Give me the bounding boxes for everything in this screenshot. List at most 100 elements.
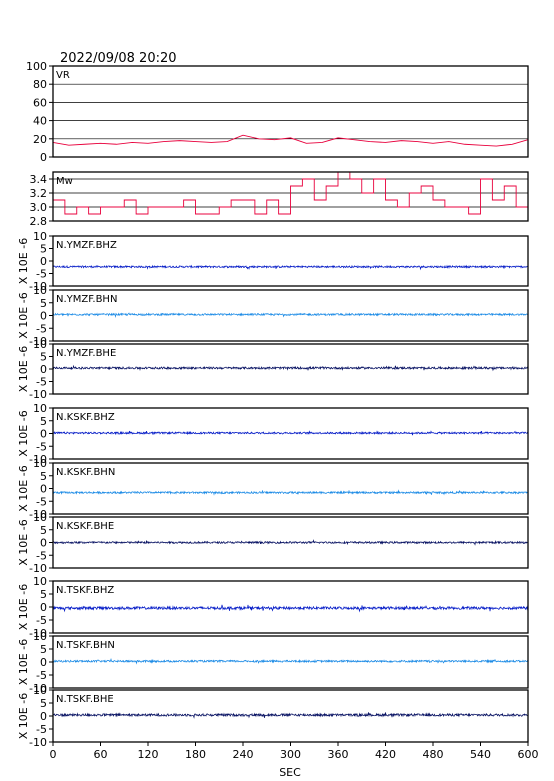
y-tick-label: 100 (26, 60, 47, 73)
y-tick-label: 5 (40, 297, 47, 310)
y-tick-label: 0 (40, 255, 47, 268)
y-tick-label: 10 (33, 230, 47, 243)
panel-label: N.KSKF.BHZ (56, 412, 115, 423)
y-axis-label: X 10E -6 (17, 292, 30, 338)
y-tick-label: 5 (40, 351, 47, 364)
y-axis-label: X 10E -6 (17, 519, 30, 565)
x-axis-label: SEC (279, 766, 301, 779)
y-tick-label: 2.8 (30, 215, 48, 228)
panel-vr: 0 20 40 60 80 100 VR (26, 60, 529, 164)
y-tick-label: 40 (33, 115, 47, 128)
chart-title: 2022/09/08 20:20 (60, 51, 177, 66)
y-tick-label: 5 (40, 470, 47, 483)
x-tick-label: 540 (470, 748, 491, 761)
y-tick-label: 3.4 (30, 173, 48, 186)
series-line (52, 430, 529, 436)
panel-label: N.YMZF.BHZ (56, 240, 117, 251)
y-tick-label: 0 (40, 710, 47, 723)
y-tick-label: 10 (33, 630, 47, 643)
y-tick-label: 5 (40, 588, 47, 601)
y-tick-label: 10 (33, 284, 47, 297)
y-axis-label: X 10E -6 (17, 639, 30, 685)
panel-frame (52, 235, 529, 287)
x-tick-label: 0 (50, 748, 57, 761)
y-tick-label: 0 (40, 310, 47, 323)
y-tick-label: -10 (29, 335, 47, 348)
series-line (52, 134, 529, 147)
y-tick-label: 0 (40, 363, 47, 376)
y-tick-label: 0 (40, 428, 47, 441)
x-tick-label: 360 (328, 748, 349, 761)
series-line (52, 489, 529, 496)
y-tick-label: 10 (33, 338, 47, 351)
y-tick-label: 10 (33, 511, 47, 524)
x-tick-label: 480 (423, 748, 444, 761)
x-axis: 0 60 120 180 240 300 360 420 480 540 600 (50, 742, 539, 761)
y-tick-label: 5 (40, 643, 47, 656)
panel-label: Mw (56, 176, 73, 187)
panel-frame (52, 65, 529, 158)
x-tick-label: 240 (233, 748, 254, 761)
series-line (52, 364, 529, 372)
panel-label: VR (56, 70, 70, 81)
panel-mw: 2.83.03.23.4 Mw (30, 171, 529, 228)
y-tick-label: -10 (29, 453, 47, 466)
y-tick-label: -10 (29, 562, 47, 575)
y-tick-label: 5 (40, 415, 47, 428)
y-tick-label: -10 (29, 682, 47, 695)
series-line (52, 712, 529, 719)
y-tick-label: -5 (36, 549, 47, 562)
series-line (52, 539, 529, 546)
y-tick-label: 80 (33, 78, 47, 91)
y-tick-label: 10 (33, 684, 47, 697)
x-tick-label: 120 (138, 748, 159, 761)
panel-label: N.YMZF.BHN (56, 294, 117, 305)
y-tick-label: -10 (29, 280, 47, 293)
y-tick-label: 10 (33, 402, 47, 415)
x-tick-label: 60 (94, 748, 108, 761)
panel-label: N.TSKF.BHZ (56, 585, 114, 596)
y-axis-label: X 10E -6 (17, 346, 30, 392)
series-line (52, 264, 529, 271)
y-axis-label: X 10E -6 (17, 465, 30, 511)
y-tick-label: -10 (29, 627, 47, 640)
y-tick-label: 3.2 (30, 187, 48, 200)
panel-frame (52, 689, 529, 743)
panel-label: N.KSKF.BHN (56, 467, 115, 478)
y-tick-label: -5 (36, 322, 47, 335)
y-tick-label: -5 (36, 669, 47, 682)
y-axis-label: X 10E -6 (17, 584, 30, 630)
y-tick-label: 10 (33, 575, 47, 588)
panel-frame (52, 289, 529, 342)
y-tick-label: 60 (33, 96, 47, 109)
y-tick-label: -10 (29, 388, 47, 401)
series-line (52, 604, 529, 613)
y-tick-label: 0 (40, 656, 47, 669)
y-tick-label: -5 (36, 376, 47, 389)
y-axis-label: X 10E -6 (17, 238, 30, 284)
y-tick-label: -5 (36, 495, 47, 508)
y-tick-label: -10 (29, 736, 47, 749)
x-tick-label: 180 (185, 748, 206, 761)
panel-label: N.KSKF.BHE (56, 521, 114, 532)
y-tick-label: 10 (33, 457, 47, 470)
y-tick-label: 5 (40, 243, 47, 256)
series-line (52, 657, 529, 665)
panel-label: N.TSKF.BHE (56, 694, 114, 705)
y-tick-label: -5 (36, 614, 47, 627)
x-tick-label: 420 (375, 748, 396, 761)
x-tick-label: 300 (280, 748, 301, 761)
y-tick-label: 0 (40, 151, 47, 164)
y-tick-label: -10 (29, 508, 47, 521)
y-tick-label: 3.0 (30, 201, 48, 214)
